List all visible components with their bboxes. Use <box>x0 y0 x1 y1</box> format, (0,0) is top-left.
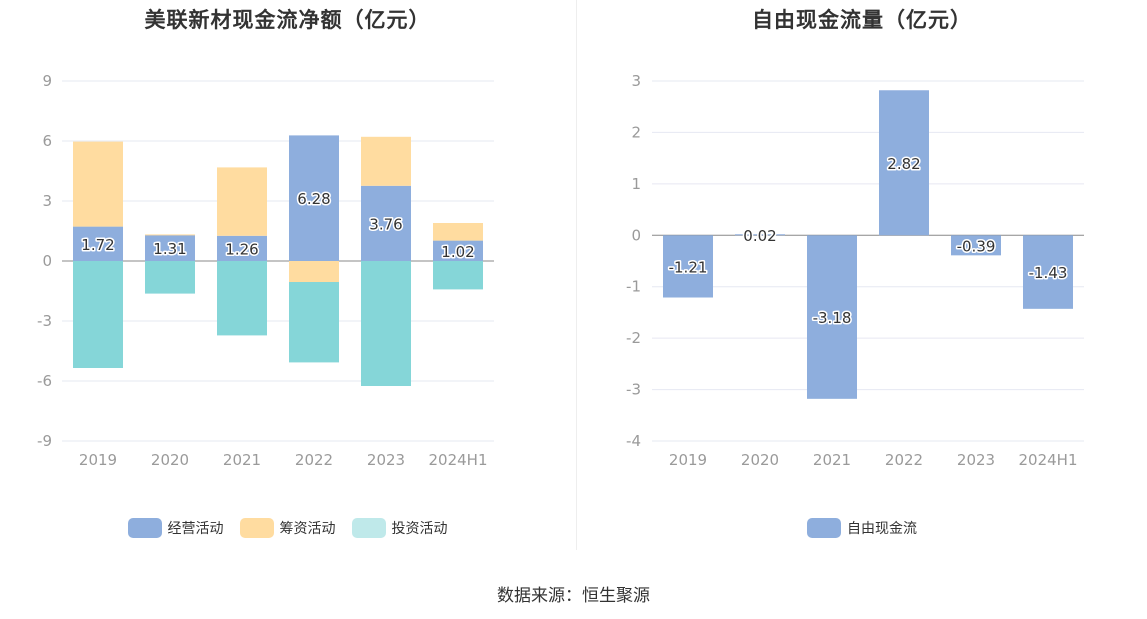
legend-swatch-fcf <box>807 518 841 538</box>
x-tick-label: 2020 <box>151 451 189 469</box>
data-label-2023: 3.76 <box>369 215 402 233</box>
legend-swatch-investing <box>351 518 386 538</box>
data-label-2023: -0.39 <box>957 237 996 255</box>
legend-label-fcf: 自由现金流 <box>847 521 917 537</box>
bar-fcf-2023 <box>951 235 1001 256</box>
bar-financing-2024H1 <box>433 223 483 241</box>
data-label-2022: 6.28 <box>297 190 330 208</box>
data-label-2022: 2.82 <box>887 155 920 173</box>
x-tick-label: 2019 <box>669 451 707 469</box>
data-label-2021: 1.26 <box>225 240 258 258</box>
bar-fcf-2021 <box>807 235 857 399</box>
bar-operating-2023 <box>361 185 411 261</box>
x-tick-label: 2020 <box>741 451 779 469</box>
chart-title-free-cash-flow: 自由现金流量（亿元） <box>752 8 972 32</box>
data-label-2019: 1.72 <box>81 236 114 254</box>
bar-investing-2023 <box>361 261 411 386</box>
x-tick-label: 2024H1 <box>429 451 488 469</box>
bar-financing-2023 <box>361 136 411 186</box>
x-tick-label: 2021 <box>223 451 261 469</box>
data-label-2020: 1.31 <box>153 240 186 258</box>
bar-operating-2019 <box>73 226 123 261</box>
bar-financing-2019 <box>73 141 123 227</box>
bar-fcf-2020 <box>735 234 785 236</box>
chart-title-net-cash-flow: 美联新材现金流净额（亿元） <box>144 8 431 32</box>
x-tick-label: 2022 <box>885 451 923 469</box>
y-tick-label: -6 <box>37 372 52 390</box>
bar-investing-2022 <box>289 282 339 363</box>
data-label-2020: 0.02 <box>743 227 776 245</box>
panel-divider <box>576 0 577 550</box>
legend-free-cash-flow: 自由现金流 <box>577 518 1147 538</box>
data-label-2024H1: 1.02 <box>441 243 474 261</box>
data-label-2021: -3.18 <box>813 309 852 327</box>
data-source-note: 数据来源：恒生聚源 <box>497 586 650 606</box>
y-tick-label: -1 <box>626 278 641 296</box>
net-cash-flow-panel: 美联新材现金流净额（亿元） 9 6 3 0 -3 -6 -9 2019 2020 2021 2022… <box>0 0 575 550</box>
legend-item-fcf[interactable]: 自由现金流 <box>807 518 917 538</box>
x-tick-label: 2022 <box>295 451 333 469</box>
legend-label-investing: 投资活动 <box>391 521 448 537</box>
bar-fcf-2022 <box>879 90 929 236</box>
y-tick-label: 2 <box>631 123 641 141</box>
legend-item-investing[interactable]: 投资活动 <box>351 518 448 538</box>
y-tick-label: -3 <box>626 381 641 399</box>
bar-operating-2022 <box>289 135 339 261</box>
legend-swatch-operating <box>127 518 162 538</box>
y-tick-label: 6 <box>42 132 52 150</box>
bar-operating-2020 <box>145 234 195 261</box>
legend-swatch-financing <box>239 518 274 538</box>
y-tick-label: -9 <box>37 432 52 450</box>
bar-financing-2020 <box>145 234 195 236</box>
y-tick-label: 3 <box>42 192 52 210</box>
y-tick-label: -3 <box>37 312 52 330</box>
y-tick-label: 1 <box>631 175 641 193</box>
x-tick-label: 2024H1 <box>1019 451 1078 469</box>
y-tick-label: 3 <box>631 72 641 90</box>
bar-operating-2024H1 <box>433 240 483 261</box>
y-tick-label: -2 <box>626 329 641 347</box>
data-label-2024H1: -1.43 <box>1029 264 1068 282</box>
legend-label-operating: 经营活动 <box>167 521 224 537</box>
x-tick-label: 2023 <box>957 451 995 469</box>
y-tick-label: -4 <box>626 432 641 450</box>
bar-investing-2021 <box>217 261 267 336</box>
y-tick-label: 9 <box>42 72 52 90</box>
bar-investing-2024H1 <box>433 261 483 290</box>
legend-item-operating[interactable]: 经营活动 <box>127 518 224 538</box>
data-label-2019: -1.21 <box>669 258 708 276</box>
legend-label-financing: 筹资活动 <box>279 521 336 537</box>
y-tick-label: 0 <box>42 252 52 270</box>
bar-fcf-2024H1 <box>1023 235 1073 309</box>
bar-fcf-2019 <box>663 235 713 298</box>
x-tick-label: 2021 <box>813 451 851 469</box>
bar-operating-2021 <box>217 235 267 261</box>
free-cash-flow-panel: 自由现金流量（亿元） 3 2 1 0 -1 -2 -3 -4 2019 2020 2021 2022 2… <box>577 0 1147 550</box>
bar-investing-2019 <box>73 261 123 368</box>
y-tick-label: 0 <box>631 226 641 244</box>
legend-item-financing[interactable]: 筹资活动 <box>239 518 336 538</box>
bar-financing-2022 <box>289 261 339 282</box>
x-tick-label: 2023 <box>367 451 405 469</box>
bar-investing-2020 <box>145 261 195 294</box>
free-cash-flow-chart: 3 2 1 0 -1 -2 -3 -4 2019 2020 2021 2022 2023 2024H1 -1… <box>626 72 1084 469</box>
bar-financing-2021 <box>217 167 267 236</box>
legend-net-cash-flow: 经营活动 筹资活动 投资活动 <box>0 518 575 538</box>
x-tick-label: 2019 <box>79 451 117 469</box>
net-cash-flow-chart: 9 6 3 0 -3 -6 -9 2019 2020 2021 2022 2023 2024H1 1.72… <box>37 72 494 469</box>
